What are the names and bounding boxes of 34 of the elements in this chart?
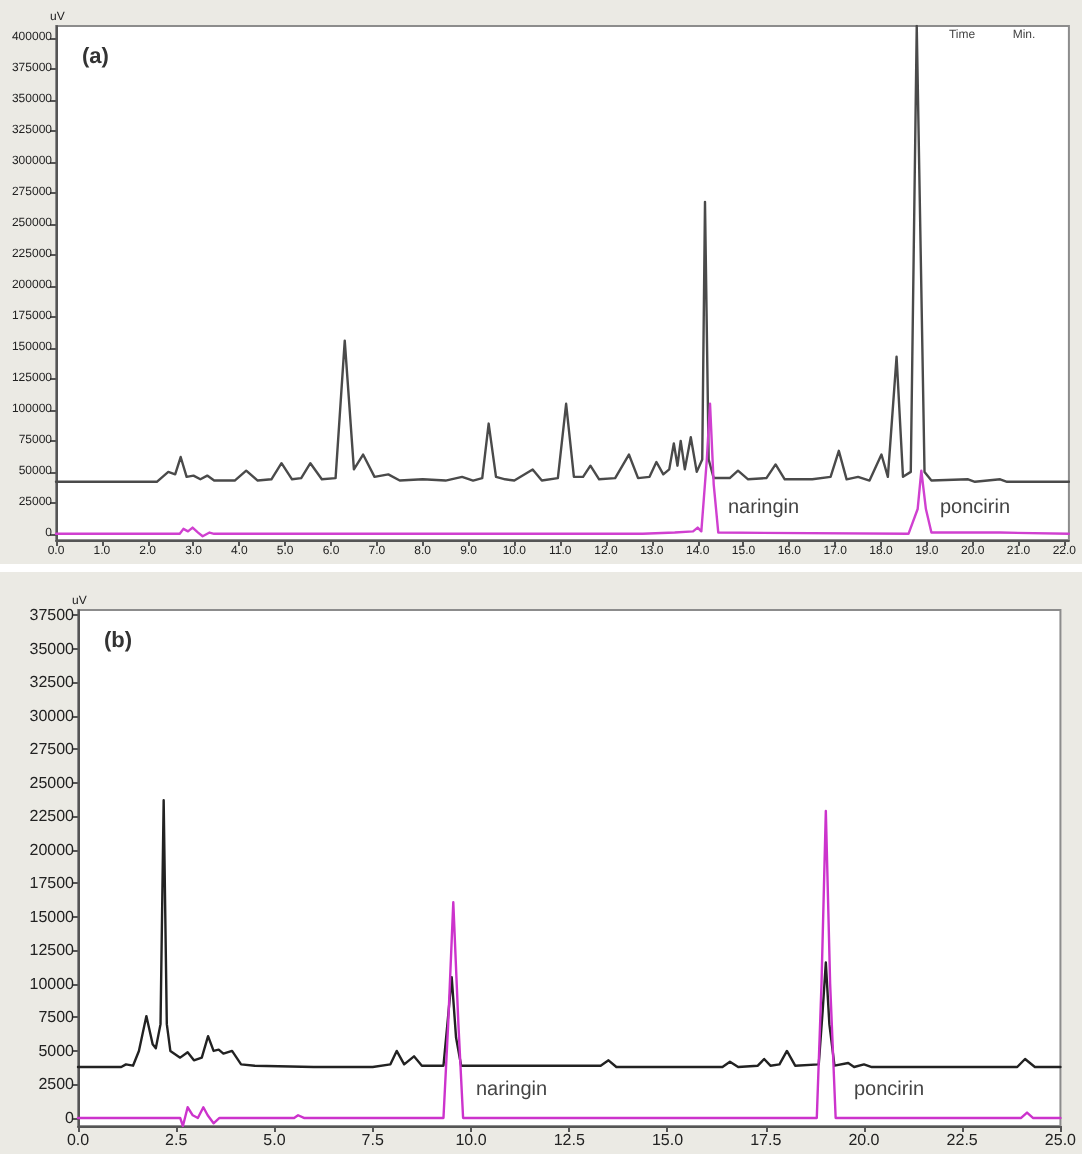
y-tick-label: 30000	[29, 706, 76, 725]
y-tick-label: 12500	[29, 941, 76, 960]
text: (a)	[82, 45, 110, 69]
y-tick-label: 25000	[29, 773, 76, 792]
x-tick-label: 25.0	[1044, 1131, 1078, 1149]
y-tick-label: 32500	[29, 673, 76, 692]
y-tick-label: 27500	[29, 740, 76, 759]
annotation: naringin	[476, 1079, 548, 1101]
y-tick-label: 2500	[38, 1075, 76, 1094]
x-tick-label: 2.5	[165, 1131, 189, 1149]
y-tick-label: 5000	[38, 1041, 76, 1060]
x-tick-label: 15.0	[651, 1131, 685, 1149]
x-tick-label: 22.5	[946, 1131, 979, 1149]
line-series	[76, 799, 1062, 1069]
x-tick-label: 20.0	[848, 1131, 881, 1149]
y-tick-label: 20000	[29, 840, 76, 859]
annotation: poncirin	[854, 1079, 925, 1101]
y-tick-label: 15000	[29, 907, 76, 926]
y-tick-label: 22500	[29, 807, 76, 826]
y-tick-label: 37500	[29, 606, 76, 625]
x-tick-label: 7.5	[361, 1131, 385, 1149]
x-tick-label: 10.0	[455, 1131, 488, 1149]
text: (b)	[104, 629, 133, 653]
y-tick-label: 0	[65, 1108, 76, 1127]
x-tick-label: 5.0	[263, 1131, 287, 1149]
y-tick-label: 10000	[29, 974, 76, 993]
y-tick-label: 17500	[29, 874, 76, 893]
y-tick-label: 35000	[29, 639, 76, 658]
annotation: poncirin	[940, 497, 1011, 519]
annotation: naringin	[728, 497, 800, 519]
x-tick-label: 12.5	[553, 1131, 586, 1149]
y-tick-label: 7500	[38, 1008, 76, 1027]
x-tick-label: 17.5	[750, 1131, 783, 1149]
x-tick-label: 0.0	[66, 1131, 91, 1149]
